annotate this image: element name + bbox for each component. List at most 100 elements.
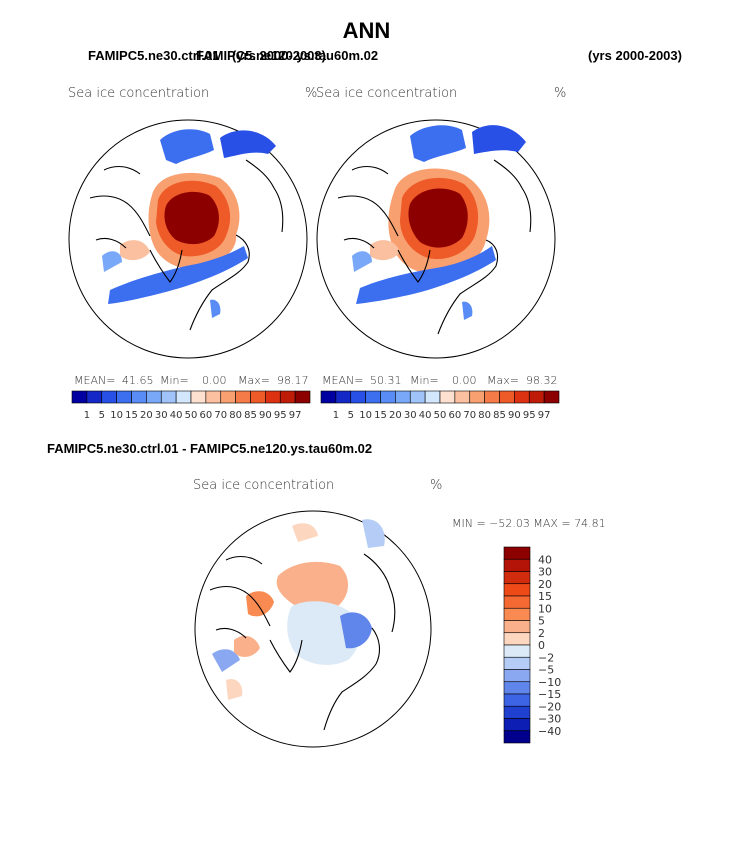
panel2-mean-label: MEAN= <box>322 374 364 387</box>
colorbar-tick-label: 60 <box>449 410 462 421</box>
colorbar-tick-label: 85 <box>244 410 257 421</box>
diff-colorbar-swatch <box>503 730 531 744</box>
diff-positive-bering <box>292 523 318 542</box>
diff-units-label: % <box>430 478 443 493</box>
diff-colorbar-swatch <box>503 669 531 683</box>
diff-variable-label: Sea ice concentration <box>193 478 335 493</box>
colorbar-tick-label: 20 <box>389 410 402 421</box>
panel2-margin-okhotsk <box>472 125 526 154</box>
diff-coast-eurasia <box>323 553 396 731</box>
diff-colorbar-label: 20 <box>538 578 552 591</box>
colorbar-tick-label: 90 <box>259 410 272 421</box>
panel1-colorbar: 1 5 10 15 20 30 40 50 60 70 80 85 90 95 97 <box>71 390 311 421</box>
diff-positive-canada <box>246 591 274 617</box>
diff-coast-greenland <box>269 639 303 673</box>
diff-colorbar-swatch <box>503 546 531 560</box>
colorbar-tick-label: 5 <box>348 410 354 421</box>
panel1-variable-label: Sea ice concentration <box>68 86 210 101</box>
diff-negative-kara <box>340 612 372 649</box>
panel1-mean-value: 41.65 <box>122 374 154 387</box>
panel1-margin-baltic <box>210 299 221 318</box>
diff-positive-hudson <box>234 635 260 657</box>
panel1-margin-pacific <box>160 129 214 164</box>
colorbar-tick-label: 30 <box>404 410 417 421</box>
panel1-ice-core <box>164 191 219 245</box>
diff-minmax: MIN = −52.03 MAX = 74.81 <box>452 517 606 530</box>
diff-colorbar-swatch <box>503 693 531 707</box>
panel2-margin-hudson <box>370 240 400 261</box>
colorbar-tick-label: 20 <box>140 410 153 421</box>
diff-colorbar-swatch <box>503 718 531 732</box>
panel2-variable-label: Sea ice concentration <box>316 86 458 101</box>
case2-header: FAMIPC5.ne120.ys.tau60m.02 <box>196 48 379 63</box>
diff-colorbar-label: 10 <box>538 602 552 615</box>
panel1-units-label: % <box>305 86 318 101</box>
colorbar-tick-label: 95 <box>274 410 287 421</box>
diff-colorbar-swatch <box>503 571 531 585</box>
panel1-min-label: Min= <box>160 374 189 387</box>
colorbar-tick-label: 60 <box>200 410 213 421</box>
diff-colorbar-label: 30 <box>538 566 552 579</box>
case1-header: FAMIPC5.ne30.ctrl.01 <box>88 48 220 63</box>
panel2-min-label: Min= <box>410 374 439 387</box>
panel2-coast-greenland <box>397 249 431 283</box>
diff-colorbar-label: 0 <box>538 639 545 652</box>
panel2-min-value: 0.00 <box>452 374 477 387</box>
colorbar-tick-label: 50 <box>185 410 198 421</box>
case1-years: (yrs 2000-2003) <box>232 48 326 63</box>
panel2-margin-labrador <box>352 251 372 272</box>
panel1-max-label: Max= <box>238 374 270 387</box>
diff-colorbar-swatch <box>503 558 531 572</box>
colorbar-tick-label: 70 <box>463 410 476 421</box>
diff-colorbar-label: −5 <box>538 664 554 677</box>
colorbar-tick-label: 50 <box>434 410 447 421</box>
colorbar-tick-label: 85 <box>493 410 506 421</box>
colorbar-tick-label: 5 <box>99 410 105 421</box>
panel1-margin-okhotsk <box>220 130 276 158</box>
diff-coast-america <box>209 555 271 639</box>
diff-colorbar-swatch <box>503 583 531 597</box>
case2-years: (yrs 2000-2003) <box>588 48 682 63</box>
panel1-mean-label: MEAN= <box>74 374 116 387</box>
diff-colorbar-swatch <box>503 632 531 646</box>
panel1-coast-greenland <box>149 249 183 283</box>
colorbar-tick-label: 90 <box>508 410 521 421</box>
panel2-coast-eurasia <box>437 159 532 335</box>
panel1-max-value: 98.17 <box>277 374 309 387</box>
diff-colorbar-label: −10 <box>538 676 561 689</box>
panel1-margin-labrador <box>102 251 122 272</box>
diff-negative-greenland <box>212 649 240 672</box>
colorbar-swatch <box>294 390 311 404</box>
diff-positive-pacific <box>276 561 349 611</box>
colorbar-tick-label: 1 <box>84 410 90 421</box>
panel2-max-value: 98.32 <box>526 374 558 387</box>
panel2-max-label: Max= <box>487 374 519 387</box>
panel2-mean-value: 50.31 <box>370 374 402 387</box>
colorbar-tick-label: 40 <box>419 410 432 421</box>
diff-colorbar-label: −2 <box>538 651 554 664</box>
diff-colorbar-label: 5 <box>538 615 545 628</box>
colorbar-tick-label: 10 <box>110 410 123 421</box>
colorbar-tick-label: 95 <box>523 410 536 421</box>
colorbar-swatch <box>543 390 560 404</box>
diff-colorbar-label: 2 <box>538 627 545 640</box>
panel1-margin-hudson <box>120 240 150 261</box>
colorbar-tick-label: 97 <box>538 410 551 421</box>
diff-colorbar-swatch <box>503 644 531 658</box>
panel2-margin-atlantic <box>356 246 496 304</box>
diff-colorbar-label: −20 <box>538 700 561 713</box>
diff-colorbar-swatch <box>503 705 531 719</box>
colorbar-tick-label: 80 <box>229 410 242 421</box>
colorbar-tick-label: 10 <box>359 410 372 421</box>
colorbar-tick-label: 15 <box>374 410 387 421</box>
colorbar-tick-label: 70 <box>214 410 227 421</box>
panel2-margin-baltic <box>462 301 473 320</box>
diff-colorbar-swatch <box>503 595 531 609</box>
panel2-colorbar: 1 5 10 15 20 30 40 50 60 70 80 85 90 95 97 <box>320 390 560 421</box>
panel1-coast-eurasia <box>189 159 284 331</box>
diff-colorbar-swatch <box>503 607 531 621</box>
panel2-units-label: % <box>554 86 567 101</box>
diff-colorbar-label: −30 <box>538 713 561 726</box>
diff-colorbar-label: 15 <box>538 590 552 603</box>
